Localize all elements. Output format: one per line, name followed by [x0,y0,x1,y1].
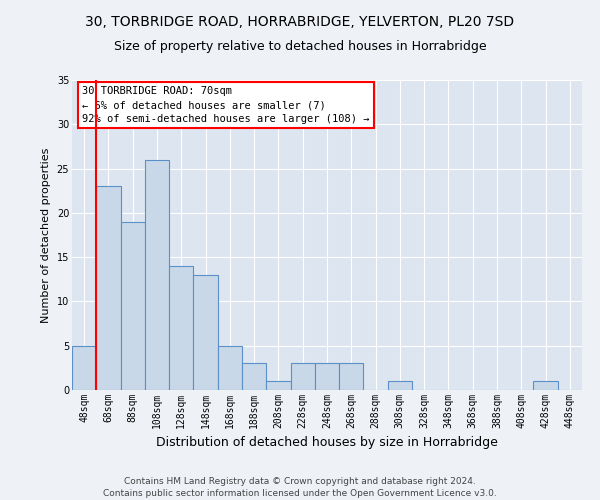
Bar [266,381,290,390]
Y-axis label: Number of detached properties: Number of detached properties [41,148,51,322]
Bar [121,222,145,390]
Text: 30 TORBRIDGE ROAD: 70sqm
← 6% of detached houses are smaller (7)
92% of semi-det: 30 TORBRIDGE ROAD: 70sqm ← 6% of detache… [82,86,370,124]
Bar [315,364,339,390]
Bar [533,381,558,390]
Text: 30, TORBRIDGE ROAD, HORRABRIDGE, YELVERTON, PL20 7SD: 30, TORBRIDGE ROAD, HORRABRIDGE, YELVERT… [85,15,515,29]
Bar [339,364,364,390]
X-axis label: Distribution of detached houses by size in Horrabridge: Distribution of detached houses by size … [156,436,498,450]
Bar [290,364,315,390]
Text: Size of property relative to detached houses in Horrabridge: Size of property relative to detached ho… [113,40,487,53]
Text: Contains HM Land Registry data © Crown copyright and database right 2024.
Contai: Contains HM Land Registry data © Crown c… [103,476,497,498]
Bar [96,186,121,390]
Bar [388,381,412,390]
Bar [145,160,169,390]
Bar [72,346,96,390]
Bar [242,364,266,390]
Bar [218,346,242,390]
Bar [169,266,193,390]
Bar [193,275,218,390]
